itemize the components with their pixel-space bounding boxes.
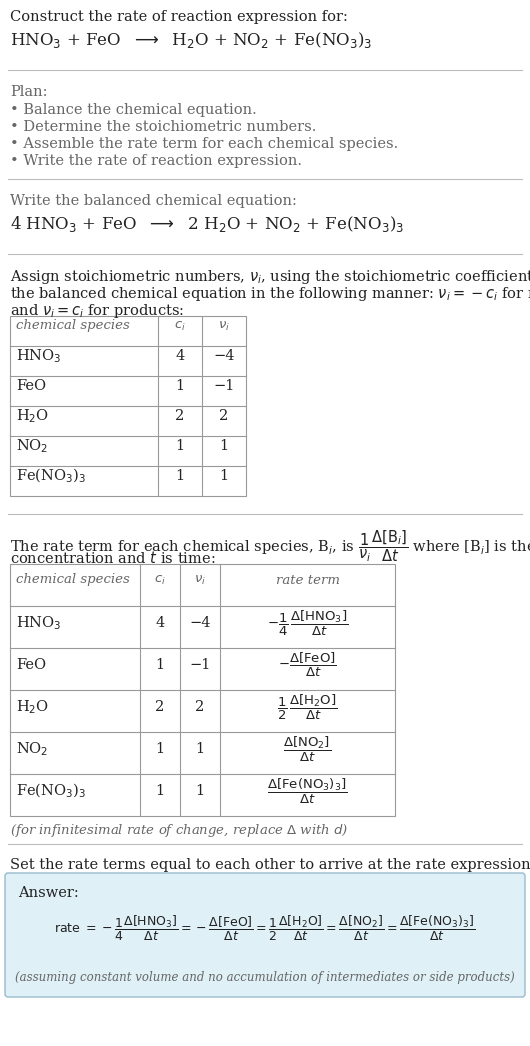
Text: Write the balanced chemical equation:: Write the balanced chemical equation: [10, 194, 297, 208]
Text: 4: 4 [155, 616, 165, 630]
Text: $-\dfrac{1}{4}\,\dfrac{\Delta[\mathrm{HNO_3}]}{\Delta t}$: $-\dfrac{1}{4}\,\dfrac{\Delta[\mathrm{HN… [267, 609, 348, 638]
Text: • Write the rate of reaction expression.: • Write the rate of reaction expression. [10, 154, 302, 168]
Text: Construct the rate of reaction expression for:: Construct the rate of reaction expressio… [10, 10, 348, 24]
Text: 1: 1 [155, 742, 164, 756]
Text: $\dfrac{1}{2}\,\dfrac{\Delta[\mathrm{H_2O}]}{\Delta t}$: $\dfrac{1}{2}\,\dfrac{\Delta[\mathrm{H_2… [277, 692, 338, 722]
Text: HNO$_3$: HNO$_3$ [16, 614, 61, 632]
Text: 1: 1 [196, 784, 205, 798]
Text: concentration and $t$ is time:: concentration and $t$ is time: [10, 550, 216, 566]
Text: and $\nu_i = c_i$ for products:: and $\nu_i = c_i$ for products: [10, 302, 184, 320]
Text: Assign stoichiometric numbers, $\nu_i$, using the stoichiometric coefficients, $: Assign stoichiometric numbers, $\nu_i$, … [10, 268, 530, 286]
Text: 4 HNO$_3$ + FeO  $\longrightarrow$  2 H$_2$O + NO$_2$ + Fe(NO$_3$)$_3$: 4 HNO$_3$ + FeO $\longrightarrow$ 2 H$_2… [10, 214, 404, 234]
Text: rate $= -\dfrac{1}{4}\dfrac{\Delta[\mathrm{HNO_3}]}{\Delta t}= -\dfrac{\Delta[\m: rate $= -\dfrac{1}{4}\dfrac{\Delta[\math… [55, 914, 475, 943]
Text: 4: 4 [175, 349, 184, 363]
Text: Answer:: Answer: [18, 886, 79, 900]
Text: NO$_2$: NO$_2$ [16, 437, 48, 455]
Text: rate term: rate term [276, 573, 340, 587]
Text: HNO$_3$ + FeO  $\longrightarrow$  H$_2$O + NO$_2$ + Fe(NO$_3$)$_3$: HNO$_3$ + FeO $\longrightarrow$ H$_2$O +… [10, 30, 373, 50]
Text: 1: 1 [219, 439, 228, 453]
Text: $\nu_i$: $\nu_i$ [194, 573, 206, 587]
Text: Fe(NO$_3$)$_3$: Fe(NO$_3$)$_3$ [16, 781, 86, 800]
Text: 2: 2 [175, 409, 184, 423]
Text: 2: 2 [219, 409, 228, 423]
Text: (for infinitesimal rate of change, replace $\Delta$ with $d$): (for infinitesimal rate of change, repla… [10, 822, 348, 839]
Text: $c_i$: $c_i$ [154, 573, 166, 587]
Text: $c_i$: $c_i$ [174, 319, 186, 333]
Text: $\dfrac{\Delta[\mathrm{Fe(NO_3)_3}]}{\Delta t}$: $\dfrac{\Delta[\mathrm{Fe(NO_3)_3}]}{\De… [267, 776, 348, 805]
Text: H$_2$O: H$_2$O [16, 698, 49, 715]
Text: 1: 1 [196, 742, 205, 756]
Text: chemical species: chemical species [16, 319, 130, 333]
Text: 1: 1 [175, 469, 184, 483]
Text: −4: −4 [189, 616, 211, 630]
Text: Plan:: Plan: [10, 85, 48, 99]
Text: 1: 1 [175, 439, 184, 453]
Text: The rate term for each chemical species, B$_i$, is $\dfrac{1}{\nu_i}\dfrac{\Delt: The rate term for each chemical species,… [10, 528, 530, 564]
Bar [10, 316, 246, 496]
Text: FeO: FeO [16, 658, 46, 672]
Text: Fe(NO$_3$)$_3$: Fe(NO$_3$)$_3$ [16, 467, 86, 485]
Text: H$_2$O: H$_2$O [16, 407, 49, 425]
Text: • Determine the stoichiometric numbers.: • Determine the stoichiometric numbers. [10, 120, 316, 134]
Text: 1: 1 [155, 784, 164, 798]
Text: $-\dfrac{\Delta[\mathrm{FeO}]}{\Delta t}$: $-\dfrac{\Delta[\mathrm{FeO}]}{\Delta t}… [278, 651, 337, 679]
Text: −1: −1 [213, 379, 235, 393]
Text: • Balance the chemical equation.: • Balance the chemical equation. [10, 103, 257, 117]
Text: 2: 2 [196, 700, 205, 714]
Text: $\dfrac{\Delta[\mathrm{NO_2}]}{\Delta t}$: $\dfrac{\Delta[\mathrm{NO_2}]}{\Delta t}… [284, 734, 332, 764]
Bar [10, 564, 395, 816]
Text: $\nu_i$: $\nu_i$ [218, 319, 230, 333]
Text: −4: −4 [213, 349, 235, 363]
Text: • Assemble the rate term for each chemical species.: • Assemble the rate term for each chemic… [10, 137, 398, 151]
Text: FeO: FeO [16, 379, 46, 393]
Text: (assuming constant volume and no accumulation of intermediates or side products): (assuming constant volume and no accumul… [15, 971, 515, 984]
FancyBboxPatch shape [5, 873, 525, 997]
Text: HNO$_3$: HNO$_3$ [16, 347, 61, 365]
Text: the balanced chemical equation in the following manner: $\nu_i = -c_i$ for react: the balanced chemical equation in the fo… [10, 285, 530, 303]
Text: 1: 1 [219, 469, 228, 483]
Text: Set the rate terms equal to each other to arrive at the rate expression:: Set the rate terms equal to each other t… [10, 858, 530, 872]
Text: chemical species: chemical species [16, 573, 130, 587]
Text: NO$_2$: NO$_2$ [16, 741, 48, 758]
Text: −1: −1 [189, 658, 211, 672]
Text: 1: 1 [155, 658, 164, 672]
Text: 1: 1 [175, 379, 184, 393]
Text: 2: 2 [155, 700, 165, 714]
